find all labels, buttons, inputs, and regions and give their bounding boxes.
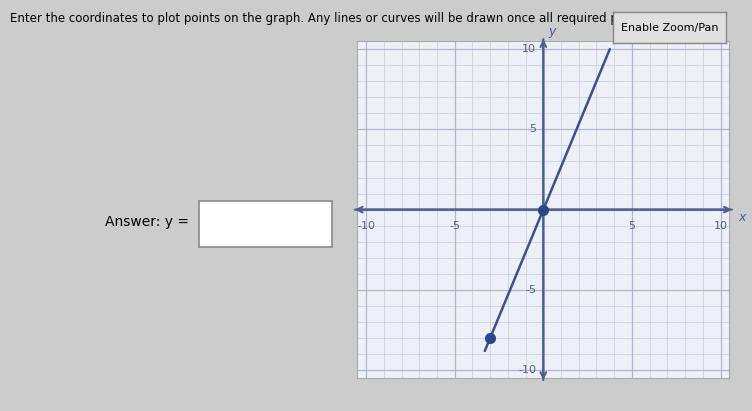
- Text: 10: 10: [522, 44, 536, 54]
- Text: -10: -10: [357, 221, 375, 231]
- Text: 5: 5: [529, 125, 536, 134]
- Text: Enter the coordinates to plot points on the graph. Any lines or curves will be d: Enter the coordinates to plot points on …: [11, 12, 720, 25]
- Text: 5: 5: [629, 221, 635, 231]
- FancyBboxPatch shape: [199, 201, 332, 247]
- Text: Enable Zoom/Pan: Enable Zoom/Pan: [620, 23, 718, 33]
- Text: -5: -5: [525, 285, 536, 295]
- Text: Answer: y =: Answer: y =: [105, 215, 189, 229]
- Text: x: x: [738, 211, 745, 224]
- Text: -5: -5: [449, 221, 460, 231]
- Text: 10: 10: [714, 221, 728, 231]
- Text: -10: -10: [518, 365, 536, 375]
- Text: y: y: [548, 25, 556, 38]
